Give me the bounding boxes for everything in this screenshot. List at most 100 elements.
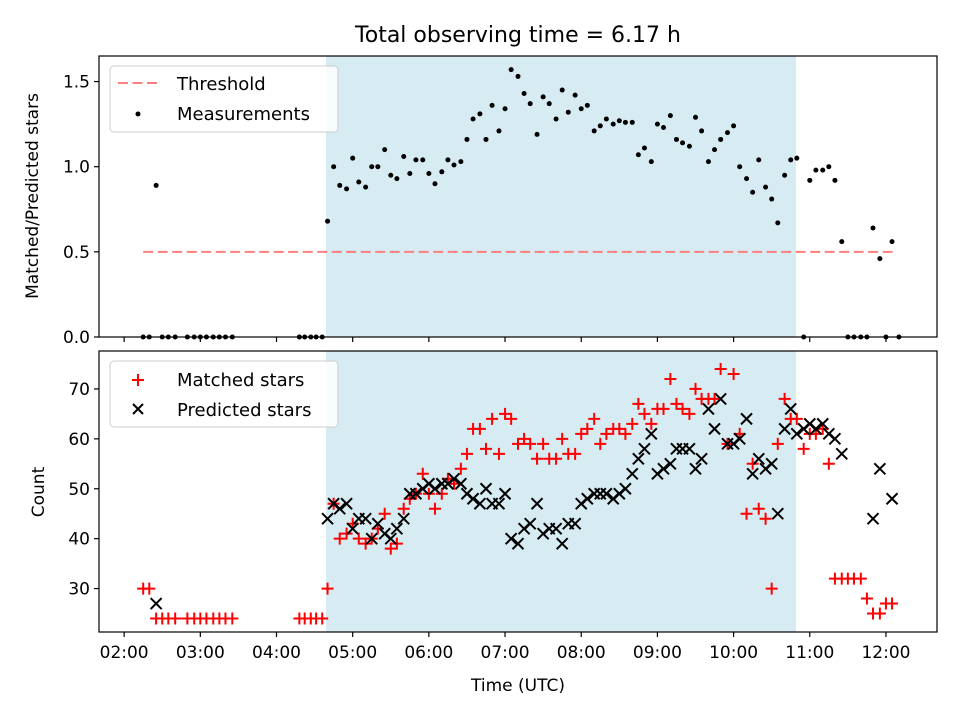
predicted-star-point bbox=[835, 447, 848, 461]
predicted-star-point bbox=[619, 482, 632, 495]
measurement-point bbox=[610, 121, 616, 127]
predicted-star-point bbox=[523, 517, 537, 530]
predicted-star-point bbox=[790, 427, 804, 441]
measurement-point bbox=[394, 176, 400, 182]
x-tick-label: 07:00 bbox=[481, 643, 530, 663]
measurement-point bbox=[889, 239, 895, 245]
measurement-point bbox=[788, 157, 794, 163]
matched-star-point bbox=[822, 457, 835, 470]
measurement-point bbox=[820, 167, 826, 173]
predicted-star-point bbox=[866, 512, 880, 525]
predicted-star-point bbox=[645, 427, 658, 441]
measurement-point bbox=[337, 182, 343, 188]
x-tick-label: 06:00 bbox=[404, 643, 453, 663]
bottom-y-tick-label: 60 bbox=[68, 430, 90, 450]
predicted-star-point bbox=[702, 402, 715, 416]
measurement-point bbox=[725, 130, 730, 136]
bottom-legend-predicted-swatch bbox=[132, 403, 144, 415]
predicted-star-point bbox=[708, 422, 721, 436]
measurement-point bbox=[439, 169, 445, 175]
measurement-point bbox=[331, 164, 337, 170]
top-y-tick-label: 1.5 bbox=[63, 73, 90, 93]
measurement-point bbox=[432, 181, 438, 187]
predicted-star-point bbox=[733, 432, 746, 446]
top-y-tick-label: 1.0 bbox=[63, 158, 90, 178]
measurement-point bbox=[445, 157, 451, 163]
measurement-point bbox=[534, 131, 540, 137]
measurement-point bbox=[470, 116, 476, 122]
matched-star-point bbox=[594, 437, 607, 450]
matched-star-point bbox=[619, 427, 632, 440]
matched-star-point bbox=[556, 432, 569, 445]
measurement-point bbox=[756, 157, 762, 163]
predicted-star-point bbox=[638, 442, 651, 456]
measurement-point bbox=[731, 123, 737, 129]
measurement-point bbox=[565, 109, 571, 115]
measurement-point bbox=[508, 67, 514, 73]
predicted-star-point bbox=[479, 482, 493, 495]
bottom-legend: Matched stars Predicted stars bbox=[109, 360, 339, 428]
predicted-star-point bbox=[409, 487, 423, 500]
measurement-point bbox=[870, 225, 876, 231]
measurement-point bbox=[489, 102, 495, 108]
predicted-star-point bbox=[504, 532, 518, 545]
measurement-point bbox=[413, 157, 419, 163]
figure-title: Total observing time = 6.17 h bbox=[354, 23, 681, 48]
x-tick-label: 12:00 bbox=[861, 643, 910, 663]
measurement-point bbox=[388, 172, 394, 178]
measurement-point bbox=[420, 157, 426, 163]
measurement-point bbox=[686, 143, 692, 149]
predicted-star-point bbox=[454, 477, 468, 490]
predicted-star-point bbox=[784, 402, 797, 416]
x-tick-label: 04:00 bbox=[252, 643, 301, 663]
measurement-point bbox=[877, 256, 883, 262]
predicted-star-point bbox=[885, 492, 899, 505]
matched-star-point bbox=[512, 437, 524, 450]
matched-star-point bbox=[359, 537, 372, 550]
matched-star-point bbox=[581, 422, 594, 435]
measurement-point bbox=[693, 114, 699, 120]
predicted-star-point bbox=[657, 462, 670, 475]
matched-star-point bbox=[428, 502, 441, 515]
matched-star-point bbox=[797, 442, 810, 455]
matched-star-point bbox=[333, 532, 346, 545]
matched-star-point bbox=[390, 537, 403, 550]
measurement-point bbox=[597, 123, 603, 129]
measurement-point bbox=[680, 140, 686, 146]
measurement-point bbox=[153, 182, 159, 188]
predicted-star-point bbox=[873, 462, 887, 475]
predicted-star-point bbox=[149, 597, 163, 610]
predicted-star-point bbox=[816, 417, 829, 431]
measurement-point bbox=[584, 102, 590, 108]
matched-star-point bbox=[499, 407, 512, 420]
measurement-point bbox=[603, 116, 609, 122]
measurement-point bbox=[553, 116, 559, 122]
measurement-point bbox=[699, 128, 705, 134]
matched-star-point bbox=[752, 502, 765, 515]
predicted-star-point bbox=[371, 517, 385, 530]
matched-star-point bbox=[169, 612, 182, 625]
predicted-star-point bbox=[828, 432, 842, 446]
matched-star-point bbox=[454, 462, 467, 475]
predicted-star-point bbox=[752, 452, 765, 466]
measurement-point bbox=[375, 164, 381, 170]
top-y-tick-label: 0.5 bbox=[63, 243, 90, 263]
predicted-star-point bbox=[714, 392, 727, 406]
matched-star-point bbox=[759, 512, 772, 525]
matched-star-point bbox=[600, 427, 613, 440]
measurement-point bbox=[750, 189, 756, 195]
predicted-star-point bbox=[473, 497, 487, 510]
matched-star-point bbox=[714, 362, 727, 375]
measurement-point bbox=[502, 106, 508, 112]
matched-star-point bbox=[854, 572, 867, 585]
measurement-point bbox=[839, 239, 845, 245]
x-tick-label: 09:00 bbox=[633, 643, 682, 663]
measurement-point bbox=[521, 90, 527, 96]
top-y-axis-label: Matched/Predicted stars bbox=[23, 93, 43, 299]
predicted-star-point bbox=[778, 422, 791, 436]
predicted-star-point bbox=[384, 532, 397, 545]
matched-star-point bbox=[531, 452, 544, 465]
matched-star-point bbox=[480, 442, 493, 455]
x-tick-label: 05:00 bbox=[328, 643, 377, 663]
measurement-point bbox=[667, 113, 673, 119]
